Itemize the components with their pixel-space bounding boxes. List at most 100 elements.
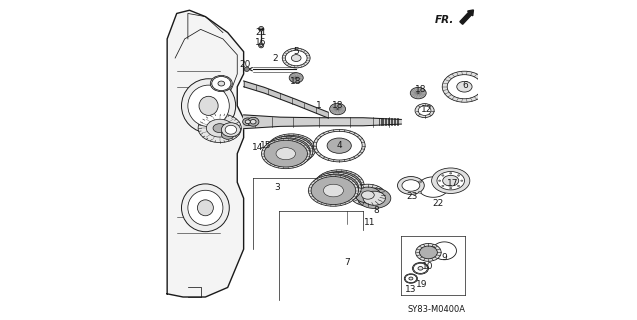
Ellipse shape — [441, 175, 444, 176]
Ellipse shape — [419, 106, 431, 116]
Ellipse shape — [267, 134, 316, 164]
Text: 7: 7 — [345, 258, 350, 267]
Text: 11: 11 — [364, 218, 375, 227]
Ellipse shape — [415, 104, 434, 118]
Ellipse shape — [282, 143, 301, 155]
Ellipse shape — [350, 184, 385, 206]
Polygon shape — [243, 81, 328, 118]
Ellipse shape — [461, 180, 463, 181]
Text: 9: 9 — [441, 253, 447, 262]
Ellipse shape — [213, 124, 226, 132]
Text: 18: 18 — [415, 85, 426, 94]
Ellipse shape — [276, 148, 296, 160]
Ellipse shape — [285, 50, 307, 66]
Ellipse shape — [316, 131, 362, 160]
Ellipse shape — [355, 187, 381, 203]
Ellipse shape — [188, 190, 223, 225]
Ellipse shape — [206, 119, 233, 137]
Ellipse shape — [313, 130, 365, 162]
Ellipse shape — [419, 181, 421, 183]
Ellipse shape — [221, 123, 240, 137]
Text: 18: 18 — [290, 77, 302, 86]
Ellipse shape — [182, 79, 236, 133]
Ellipse shape — [404, 274, 417, 283]
Ellipse shape — [282, 48, 310, 68]
Ellipse shape — [438, 180, 441, 181]
Ellipse shape — [433, 254, 434, 255]
Ellipse shape — [358, 188, 391, 208]
Ellipse shape — [329, 179, 349, 192]
Ellipse shape — [330, 103, 346, 115]
Ellipse shape — [450, 172, 452, 174]
Text: 3: 3 — [274, 183, 280, 192]
Text: 6: 6 — [462, 81, 468, 90]
Ellipse shape — [409, 277, 413, 280]
Ellipse shape — [410, 87, 426, 99]
Ellipse shape — [420, 246, 438, 259]
Ellipse shape — [243, 118, 253, 125]
Ellipse shape — [405, 274, 417, 283]
Ellipse shape — [197, 200, 213, 216]
Text: FR.: FR. — [435, 15, 455, 25]
Ellipse shape — [210, 76, 233, 92]
Ellipse shape — [218, 81, 225, 86]
Ellipse shape — [432, 168, 470, 194]
Ellipse shape — [244, 67, 249, 71]
Ellipse shape — [264, 140, 308, 167]
Ellipse shape — [443, 175, 459, 186]
Ellipse shape — [260, 44, 262, 47]
Ellipse shape — [225, 125, 236, 134]
Text: 13: 13 — [405, 284, 417, 293]
Text: 21: 21 — [255, 28, 267, 37]
Ellipse shape — [442, 71, 487, 102]
Ellipse shape — [279, 145, 298, 157]
Ellipse shape — [245, 120, 250, 124]
Ellipse shape — [259, 27, 264, 31]
Ellipse shape — [412, 262, 429, 274]
Ellipse shape — [182, 184, 229, 232]
Text: 16: 16 — [255, 38, 267, 47]
Text: 20: 20 — [239, 60, 250, 69]
Ellipse shape — [418, 267, 423, 270]
Ellipse shape — [199, 96, 218, 116]
Ellipse shape — [457, 175, 460, 176]
Text: 23: 23 — [406, 192, 417, 201]
Ellipse shape — [457, 185, 460, 187]
Ellipse shape — [291, 55, 301, 61]
Ellipse shape — [437, 172, 464, 190]
Ellipse shape — [314, 170, 364, 201]
Text: 18: 18 — [332, 101, 343, 110]
Ellipse shape — [397, 177, 424, 195]
Ellipse shape — [259, 43, 264, 48]
Ellipse shape — [362, 191, 375, 199]
Text: 2: 2 — [273, 54, 278, 63]
Ellipse shape — [188, 85, 229, 126]
Text: 5: 5 — [293, 47, 299, 56]
Polygon shape — [243, 115, 401, 129]
Ellipse shape — [402, 180, 420, 191]
Ellipse shape — [247, 117, 259, 126]
Ellipse shape — [327, 138, 352, 153]
Ellipse shape — [450, 187, 452, 189]
Text: 15: 15 — [260, 141, 271, 150]
Ellipse shape — [419, 191, 421, 193]
Text: 1: 1 — [315, 101, 322, 110]
Ellipse shape — [413, 263, 427, 273]
Text: 22: 22 — [433, 198, 443, 207]
Ellipse shape — [433, 246, 434, 248]
Text: 14: 14 — [252, 143, 264, 152]
Text: 12: 12 — [421, 105, 433, 114]
Ellipse shape — [363, 191, 385, 205]
Ellipse shape — [269, 135, 313, 162]
Ellipse shape — [317, 172, 362, 199]
Ellipse shape — [326, 182, 347, 194]
Ellipse shape — [308, 175, 359, 206]
Ellipse shape — [311, 177, 355, 204]
Ellipse shape — [447, 75, 482, 99]
Ellipse shape — [267, 138, 310, 164]
Ellipse shape — [311, 172, 361, 204]
Ellipse shape — [314, 174, 359, 202]
Ellipse shape — [250, 120, 256, 124]
Polygon shape — [167, 10, 243, 297]
Ellipse shape — [457, 81, 472, 92]
